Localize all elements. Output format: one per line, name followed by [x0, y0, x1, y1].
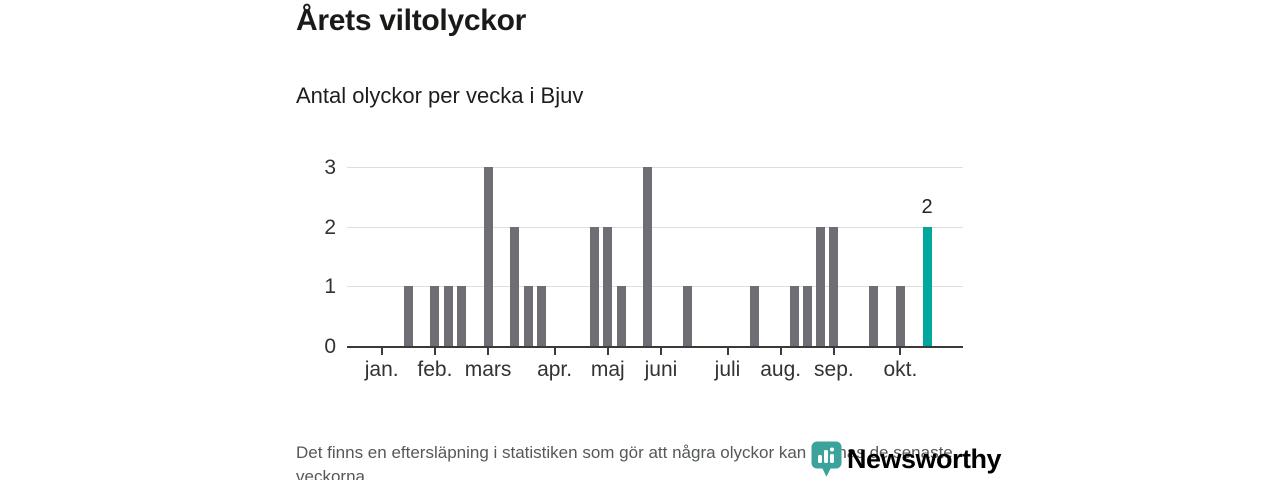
bar-week-17 [590, 226, 599, 346]
x-tick-feb [433, 348, 436, 355]
bar-week-35 [829, 226, 839, 346]
bar-week-13 [536, 286, 546, 346]
bar-week-21 [643, 167, 653, 346]
x-tick-aug [779, 348, 782, 355]
x-axis-label-jan: jan. [364, 358, 399, 381]
bar-week-34 [816, 226, 826, 346]
x-tick-jan [380, 348, 383, 355]
bar-week-40 [895, 286, 905, 346]
bar-week-38 [869, 286, 879, 346]
newsworthy-logo-text: Newsworthy [847, 444, 1002, 474]
bar-week-32 [789, 286, 799, 346]
x-tick-okt [899, 348, 902, 355]
x-axis-label-aug: aug. [760, 358, 802, 381]
gridline-y1 [347, 286, 963, 288]
bar-week-12 [523, 286, 533, 346]
x-axis-label-sep: sep. [814, 358, 854, 381]
x-axis-label-juni: juni [644, 358, 678, 381]
x-tick-mars [487, 348, 490, 355]
bar-week-42 [922, 226, 932, 346]
x-tick-apr [553, 348, 556, 355]
bar-week-9 [483, 167, 493, 346]
chart-subtitle: Antal olyckor per vecka i Bjuv [296, 83, 584, 108]
x-tick-sep [832, 348, 835, 355]
x-tick-juli [726, 348, 729, 355]
y-axis-label-3: 3 [324, 156, 336, 180]
x-axis-label-okt: okt. [883, 358, 918, 381]
y-axis-label-0: 0 [324, 335, 336, 358]
bar-week-29 [749, 286, 759, 346]
bar-week-33 [802, 286, 812, 346]
x-tick-juni [660, 348, 662, 355]
gridline-y2 [347, 226, 963, 228]
chart-title: Årets viltolyckor [296, 4, 526, 37]
newsworthy-logo[interactable]: Newsworthy [811, 441, 1002, 478]
x-axis-label-apr: apr. [537, 358, 573, 381]
bar-week-18 [603, 226, 613, 346]
y-axis-label-1: 1 [324, 275, 336, 299]
bar-week-19 [616, 286, 626, 346]
bar-week-6 [443, 286, 453, 346]
x-tick-maj [606, 348, 609, 355]
newsworthy-pin-barchart-icon [811, 441, 842, 478]
bar-week-24 [683, 286, 693, 346]
bar-week-7 [457, 286, 466, 346]
chart-caption: Det finns en eftersläpning i statistiken… [296, 443, 953, 480]
gridline-y3 [347, 167, 963, 169]
x-axis-label-mars: mars [464, 358, 512, 381]
x-axis-label-juli: juli [714, 358, 741, 381]
y-axis-label-2: 2 [324, 215, 336, 239]
x-axis-label-feb: feb. [417, 358, 453, 381]
bar-week-5 [430, 286, 440, 346]
bar-week-3 [403, 286, 413, 346]
x-axis-label-maj: maj [590, 358, 625, 381]
x-axis-line [347, 346, 963, 348]
bar-week-11 [510, 226, 520, 346]
bar-value-annotation: 2 [921, 195, 933, 218]
